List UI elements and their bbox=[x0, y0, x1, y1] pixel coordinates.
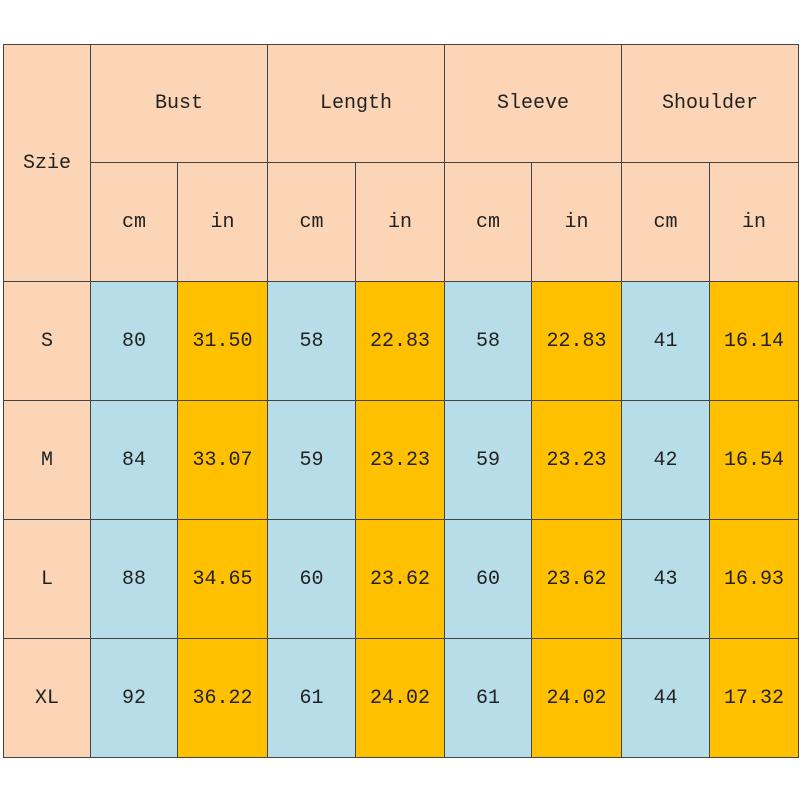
table-cell: 31.50 bbox=[177, 281, 268, 401]
unit-header: in bbox=[531, 162, 622, 282]
table-cell: 92 bbox=[90, 638, 178, 758]
table-cell: 17.32 bbox=[709, 638, 799, 758]
table-cell: 84 bbox=[90, 400, 178, 520]
table-row: XL 92 36.22 61 24.02 61 24.02 44 17.32 bbox=[3, 638, 799, 758]
table-cell: 24.02 bbox=[531, 638, 622, 758]
table-row: cm in cm in cm in cm in bbox=[4, 162, 799, 282]
table-cell: 23.62 bbox=[531, 519, 622, 639]
group-header: Bust bbox=[90, 44, 268, 163]
table-cell: 22.83 bbox=[531, 281, 622, 401]
size-header: Szie bbox=[3, 44, 91, 282]
table-cell: 44 bbox=[621, 638, 710, 758]
table-row: M 84 33.07 59 23.23 59 23.23 42 16.54 bbox=[3, 400, 799, 520]
table-cell: 22.83 bbox=[355, 281, 445, 401]
unit-header: in bbox=[177, 162, 268, 282]
unit-header: cm bbox=[444, 162, 532, 282]
table-cell: 16.14 bbox=[709, 281, 799, 401]
unit-header: cm bbox=[621, 162, 710, 282]
table-cell: L bbox=[3, 519, 91, 639]
table-row: S 80 31.50 58 22.83 58 22.83 41 16.14 bbox=[3, 281, 799, 401]
table-cell: 42 bbox=[621, 400, 710, 520]
table-cell: 36.22 bbox=[177, 638, 268, 758]
size-table: Szie Bust Length Sleeve Shoulder cm in cm in cm in… bbox=[3, 44, 799, 758]
table-cell: 80 bbox=[90, 281, 178, 401]
table-cell: 23.23 bbox=[531, 400, 622, 520]
table-cell: M bbox=[3, 400, 91, 520]
table-cell: 59 bbox=[444, 400, 532, 520]
table-cell: 16.54 bbox=[709, 400, 799, 520]
size-chart: Szie Bust Length Sleeve Shoulder cm in cm in cm in… bbox=[3, 44, 799, 758]
group-header: Shoulder bbox=[621, 44, 799, 163]
unit-header: cm bbox=[90, 162, 178, 282]
table-cell: 60 bbox=[444, 519, 532, 639]
table-cell: 61 bbox=[444, 638, 532, 758]
table-cell: 58 bbox=[267, 281, 356, 401]
table-cell: 41 bbox=[621, 281, 710, 401]
table-cell: 59 bbox=[267, 400, 356, 520]
table-cell: 60 bbox=[267, 519, 356, 639]
table-row: L 88 34.65 60 23.62 60 23.62 43 16.93 bbox=[3, 519, 799, 639]
table-cell: 24.02 bbox=[355, 638, 445, 758]
table-cell: S bbox=[3, 281, 91, 401]
table-cell: 61 bbox=[267, 638, 356, 758]
table-cell: 88 bbox=[90, 519, 178, 639]
table-cell: 23.62 bbox=[355, 519, 445, 639]
group-header: Sleeve bbox=[444, 44, 622, 163]
table-cell: 23.23 bbox=[355, 400, 445, 520]
table-cell: XL bbox=[3, 638, 91, 758]
table-row: Szie Bust Length Sleeve Shoulder bbox=[3, 44, 799, 282]
table-cell: 16.93 bbox=[709, 519, 799, 639]
group-header: Length bbox=[267, 44, 445, 163]
table-cell: 43 bbox=[621, 519, 710, 639]
table-cell: 34.65 bbox=[177, 519, 268, 639]
unit-header: in bbox=[709, 162, 799, 282]
unit-header: in bbox=[355, 162, 445, 282]
table-cell: 33.07 bbox=[177, 400, 268, 520]
table-cell: 58 bbox=[444, 281, 532, 401]
unit-header: cm bbox=[267, 162, 356, 282]
